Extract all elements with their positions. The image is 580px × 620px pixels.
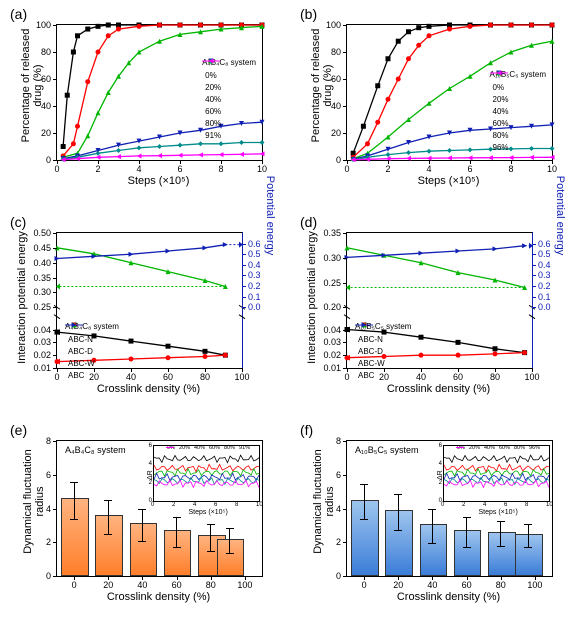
x-axis-label: Steps (×10⁵) [346, 175, 551, 187]
chart-area: 0246810020406080100A₁₀B₅C₅ system0%20%40… [346, 24, 553, 161]
legend-item: ABC-W [65, 358, 119, 369]
inset-chart: 024681002460%20%40%60%80%91%Steps (×10⁵)… [153, 445, 260, 502]
legend-item: 80% [490, 130, 546, 141]
legend-item: 40% [490, 106, 546, 117]
bar [217, 539, 245, 576]
legend-item: 96% [490, 142, 546, 153]
y-axis-label-right: Potential energy [554, 175, 566, 256]
bar [385, 510, 413, 576]
y-axis-label: Percentage of released drug (%) [20, 18, 44, 153]
legend-item: 0% [202, 70, 256, 81]
chart-area: 0204060801000.200.250.300.350.010.020.03… [346, 232, 533, 369]
panel-label-d: (d) [300, 214, 317, 230]
bar [351, 500, 379, 576]
legend-item: 20% [490, 94, 546, 105]
legend-item: ABC-W [355, 358, 411, 369]
x-axis-label: Crosslink density (%) [346, 383, 531, 395]
bar [515, 534, 543, 577]
y-axis-label-right: Potential energy [264, 175, 276, 256]
legend-item: 0% [490, 82, 546, 93]
bar [488, 532, 516, 576]
legend-item: 20% [202, 82, 256, 93]
inset-chart: 024681002460%20%40%60%80%96%Steps (×10⁵)… [443, 445, 550, 502]
x-axis-label: Steps (×10⁵) [56, 175, 261, 187]
legend-item: ABC [65, 370, 119, 381]
bar [61, 498, 89, 576]
bar [454, 530, 482, 576]
legend-item: 60% [490, 118, 546, 129]
panel-label-c: (c) [10, 214, 26, 230]
legend-item: ABC-N [355, 334, 411, 345]
system-label: A₄B₄C₈ system [65, 445, 126, 455]
chart-area: 02040608010002468024681002460%20%40%60%8… [346, 440, 553, 577]
y-axis-label-left: Interaction potential energy [16, 230, 28, 365]
bar [420, 524, 448, 576]
legend-item: ABC [355, 370, 411, 381]
y-axis-label: Dynamical fluctuation radius [312, 434, 336, 569]
x-axis-label: Crosslink density (%) [56, 591, 261, 603]
legend-item: ABC-D [65, 346, 119, 357]
chart-area: 02040608010002468024681002460%20%40%60%8… [56, 440, 263, 577]
chart-area: 0246810020406080100A₄B₄C₈ system0%20%40%… [56, 24, 263, 161]
legend-item: 40% [202, 94, 256, 105]
legend-item: ABC-N [65, 334, 119, 345]
system-label: A₁₀B₅C₅ system [355, 445, 419, 455]
bar [164, 530, 192, 576]
y-axis-label: Percentage of released drug (%) [310, 18, 334, 153]
legend-item: 60% [202, 106, 256, 117]
legend-item: 80% [202, 118, 256, 129]
legend-item: 91% [202, 130, 256, 141]
x-axis-label: Crosslink density (%) [346, 591, 551, 603]
y-axis-label: Dynamical fluctuation radius [22, 434, 46, 569]
bar [95, 515, 123, 576]
y-axis-label-left: Interaction potential energy [306, 230, 318, 365]
chart-area: 0204060801000.250.300.350.400.450.500.01… [56, 232, 243, 369]
bar [130, 523, 158, 576]
legend-item: ABC-D [355, 346, 411, 357]
x-axis-label: Crosslink density (%) [56, 383, 241, 395]
